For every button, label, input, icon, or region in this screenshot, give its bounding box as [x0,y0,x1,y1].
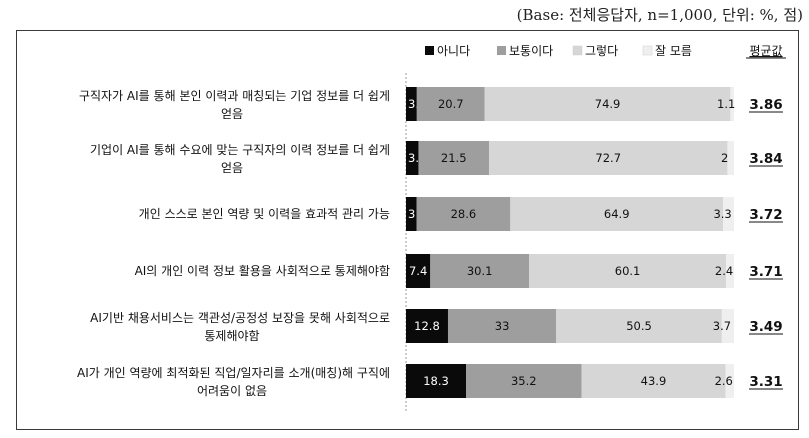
bar-value-3-2: 28.6 [451,207,477,221]
bar-value-4-1: 7.4 [409,264,427,278]
bar-value-4-2: 30.1 [467,264,493,278]
category-label-3: 개인 스스로 본인 역량 및 이력을 효과적 관리 가능 [139,207,390,221]
bar-value-2-4: 2 [721,151,728,165]
bar-segment-4-2 [430,254,529,288]
avg-header: 평균값 [749,44,782,58]
bar-segment-5-1 [406,309,448,343]
bar-value-3-3: 64.9 [604,207,630,221]
bar-segment-1-4 [730,87,734,121]
bar-segment-4-1 [406,254,431,288]
bar-value-6-1: 18.3 [423,374,449,388]
chart-frame [16,30,799,430]
bar-segment-5-4 [721,309,734,343]
bar-segment-6-2 [466,364,582,398]
category-label-5-line-1: AI기반 채용서비스는 객관성/공정성 보장을 못해 사회적으로 [90,311,390,325]
bar-segment-3-1 [406,197,417,231]
bar-segment-5-3 [556,309,722,343]
bar-value-6-2: 35.2 [511,374,537,388]
avg-value-6: 3.31 [749,374,782,390]
bar-value-1-2: 20.7 [438,97,464,111]
bar-segment-1-3 [484,87,731,121]
bar-value-1-3: 74.9 [595,97,621,111]
bar-value-4-3: 60.1 [615,264,641,278]
bar-segment-1-2 [416,87,485,121]
avg-value-3: 3.72 [749,207,782,223]
bar-segment-6-4 [725,364,734,398]
category-label-6-line-1: AI가 개인 역량에 최적화된 직업/일자리를 소개(매칭)해 구직에 [77,366,390,380]
bar-segment-4-4 [726,254,734,288]
category-label-4: AI의 개인 이력 정보 활용을 사회적으로 통제해야함 [135,264,390,278]
bar-segment-3-4 [723,197,734,231]
avg-value-2: 3.84 [749,151,782,167]
bar-segment-2-1 [406,141,419,175]
legend-swatch-1 [425,46,434,55]
legend-label-4: 잘 모름 [655,44,692,58]
bar-value-2-3: 72.7 [595,151,621,165]
avg-value-4: 3.71 [749,264,782,280]
category-label-6-line-2: 어려움이 없음 [197,384,267,398]
avg-value-5: 3.49 [749,319,782,335]
legend-label-2: 보통이다 [509,44,553,58]
category-label-1-line-2: 얻음 [221,107,243,121]
legend-label-1: 아니다 [437,44,470,58]
category-label-2-line-2: 얻음 [221,161,243,175]
bar-value-3-4: 3.3 [713,207,731,221]
legend-swatch-2 [497,46,506,55]
bar-segment-3-2 [416,197,511,231]
bar-segment-1-1 [406,87,417,121]
bar-segment-2-2 [418,141,489,175]
bar-segment-6-3 [581,364,726,398]
bar-value-5-3: 50.5 [626,319,652,333]
bar-value-2-2: 21.5 [441,151,467,165]
base-note: (Base: 전체응답자, n=1,000, 단위: %, 점) [516,6,803,24]
legend-swatch-4 [642,45,653,56]
bar-value-6-4: 2.6 [715,374,733,388]
bar-segment-5-2 [447,309,557,343]
category-label-2-line-1: 기업이 AI를 통해 수요에 맞는 구직자의 이력 정보를 더 쉽게 [90,143,390,157]
bar-segment-3-3 [510,197,724,231]
bar-segment-2-3 [488,141,728,175]
bar-segment-4-3 [529,254,727,288]
bar-value-6-3: 43.9 [641,374,667,388]
category-label-1-line-1: 구직자가 AI를 통해 본인 이력과 매칭되는 기업 정보를 더 쉽게 [79,89,390,103]
bar-value-5-4: 3.7 [713,319,731,333]
legend-label-3: 그렇다 [585,43,618,58]
bar-value-1-4: 1.1 [717,97,735,111]
bar-value-5-2: 33 [495,319,510,333]
bar-segment-2-4 [727,141,734,175]
avg-value-1: 3.86 [749,97,782,113]
bar-segment-6-1 [406,364,467,398]
bar-value-4-4: 2.4 [715,264,733,278]
legend-swatch-3 [572,45,583,56]
category-label-5-line-2: 통제해야함 [204,329,259,343]
bar-value-5-1: 12.8 [414,319,440,333]
